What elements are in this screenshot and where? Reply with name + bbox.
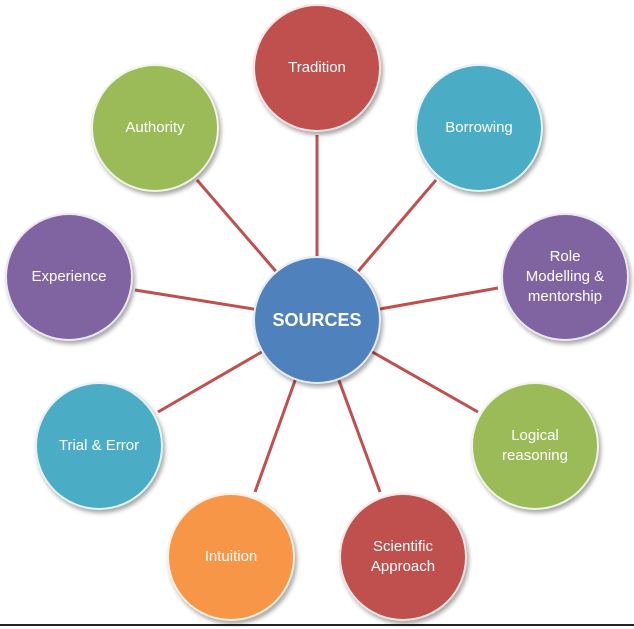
- node-label: Trial & Error: [58, 437, 140, 454]
- connector-role-modelling: [375, 286, 499, 312]
- node-label: Experience: [31, 268, 107, 285]
- node-tradition: Tradition: [253, 4, 381, 132]
- connector-authority: [195, 179, 280, 276]
- hub-sources: SOURCES: [253, 256, 381, 384]
- connector-logical: [368, 348, 479, 414]
- node-label: Borrowing: [445, 119, 513, 136]
- connector-scientific: [336, 375, 382, 493]
- node-label: Role Modelling & mentorship: [525, 248, 605, 305]
- node-scientific-approach: Scientific Approach: [339, 493, 467, 621]
- node-label: Intuition: [204, 548, 258, 565]
- node-role-modelling: Role Modelling & mentorship: [501, 213, 629, 341]
- node-experience: Experience: [5, 213, 133, 341]
- node-label: Authority: [125, 119, 185, 136]
- bottom-rule: [0, 624, 634, 626]
- connector-borrowing: [354, 179, 438, 276]
- node-label: Scientific Approach: [370, 538, 436, 575]
- connector-experience: [134, 288, 259, 312]
- connector-trial-error: [157, 348, 266, 414]
- hub-label: SOURCES: [272, 310, 362, 330]
- node-intuition: Intuition: [167, 493, 295, 621]
- node-authority: Authority: [91, 64, 219, 192]
- node-logical-reasoning: Logical reasoning: [471, 382, 599, 510]
- connector-intuition: [253, 375, 298, 493]
- node-borrowing: Borrowing: [415, 64, 543, 192]
- node-label: Logical reasoning: [502, 427, 568, 464]
- node-trial-error: Trial & Error: [35, 382, 163, 510]
- node-label: Tradition: [288, 59, 346, 76]
